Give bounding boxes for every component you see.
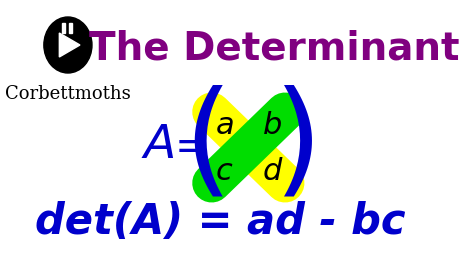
Text: $)$: $)$ [273, 85, 313, 206]
Text: $d$: $d$ [262, 156, 283, 188]
Text: The Determinant: The Determinant [89, 30, 459, 68]
Bar [62, 23, 65, 33]
Text: $b$: $b$ [263, 110, 283, 140]
Circle shape [44, 17, 92, 73]
Text: $=$: $=$ [166, 124, 207, 166]
FancyArrowPatch shape [212, 112, 285, 183]
FancyArrowPatch shape [212, 112, 285, 183]
Text: Corbettmοths: Corbettmοths [5, 85, 131, 103]
Text: $($: $($ [183, 85, 224, 206]
Bar [69, 23, 72, 33]
Text: $c$: $c$ [215, 156, 234, 188]
Text: $a$: $a$ [215, 110, 234, 140]
Polygon shape [59, 33, 80, 57]
Text: det(A) = ad - bc: det(A) = ad - bc [35, 201, 405, 243]
Text: $A$: $A$ [141, 122, 175, 168]
